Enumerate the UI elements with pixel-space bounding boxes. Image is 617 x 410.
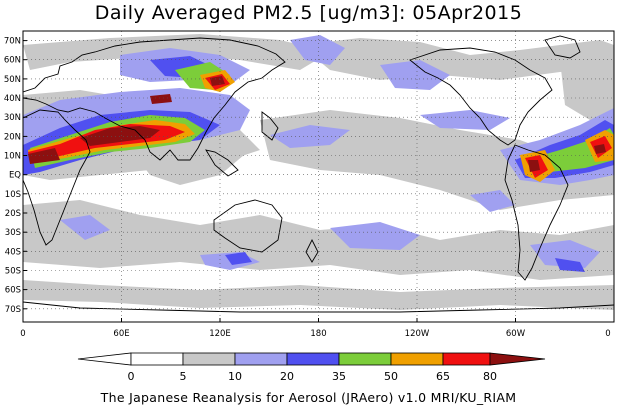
lat-label: 40S — [5, 247, 21, 257]
longitude-labels: 0 60E 120E 180 120W 60W 0 — [20, 329, 610, 339]
graticule — [23, 31, 614, 322]
lon-label: 0 — [20, 329, 25, 339]
colorbar-segment — [234, 352, 288, 366]
colorbar — [77, 352, 546, 366]
colorbar-segment — [130, 352, 184, 366]
latitude-labels: 70N 60N 50N 40N 30N 20N 10N EQ 10S 20S 3… — [4, 37, 21, 315]
lat-label: 50N — [4, 75, 21, 85]
credit-line: The Japanese Reanalysis for Aerosol (JRA… — [100, 390, 517, 405]
colorbar-tick: 10 — [228, 370, 242, 383]
lat-label: 70S — [5, 305, 21, 315]
colorbar-segment — [489, 352, 546, 366]
coastlines — [23, 35, 614, 313]
colorbar-tick: 20 — [280, 370, 294, 383]
colorbar-ticks: 0 5 10 20 35 50 65 80 — [128, 370, 498, 383]
concentration-field — [23, 31, 614, 322]
lon-label: 180 — [310, 329, 326, 339]
map-title: Daily Averaged PM2.5 [ug/m3]: 05Apr2015 — [94, 2, 523, 24]
colorbar-segment — [338, 352, 392, 366]
colorbar-tick: 0 — [128, 370, 135, 383]
colorbar-tick: 5 — [180, 370, 187, 383]
lat-label: 30S — [5, 228, 21, 238]
lon-label: 120W — [405, 329, 430, 339]
colorbar-tick: 50 — [384, 370, 398, 383]
lat-label: 20N — [4, 132, 21, 142]
lat-label: 60S — [5, 286, 21, 296]
lat-label: 10N — [4, 152, 21, 162]
lat-label: 10S — [5, 190, 21, 200]
colorbar-segment — [182, 352, 236, 366]
lon-label: 60E — [113, 329, 129, 339]
lat-label: 30N — [4, 113, 21, 123]
colorbar-segment — [77, 352, 132, 366]
lat-label: 40N — [4, 94, 21, 104]
lon-label: 60W — [506, 329, 526, 339]
colorbar-segment — [286, 352, 340, 366]
lat-label: 70N — [4, 37, 21, 47]
lon-label: 120E — [209, 329, 231, 339]
colorbar-tick: 80 — [483, 370, 497, 383]
lat-label: 20S — [5, 209, 21, 219]
lat-label: EQ — [9, 171, 21, 181]
colorbar-tick: 65 — [436, 370, 450, 383]
colorbar-segment — [390, 352, 444, 366]
lon-label: 0 — [605, 329, 610, 339]
colorbar-tick: 35 — [332, 370, 346, 383]
colorbar-segment — [442, 352, 491, 366]
lat-label: 60N — [4, 56, 21, 66]
lat-label: 50S — [5, 267, 21, 277]
